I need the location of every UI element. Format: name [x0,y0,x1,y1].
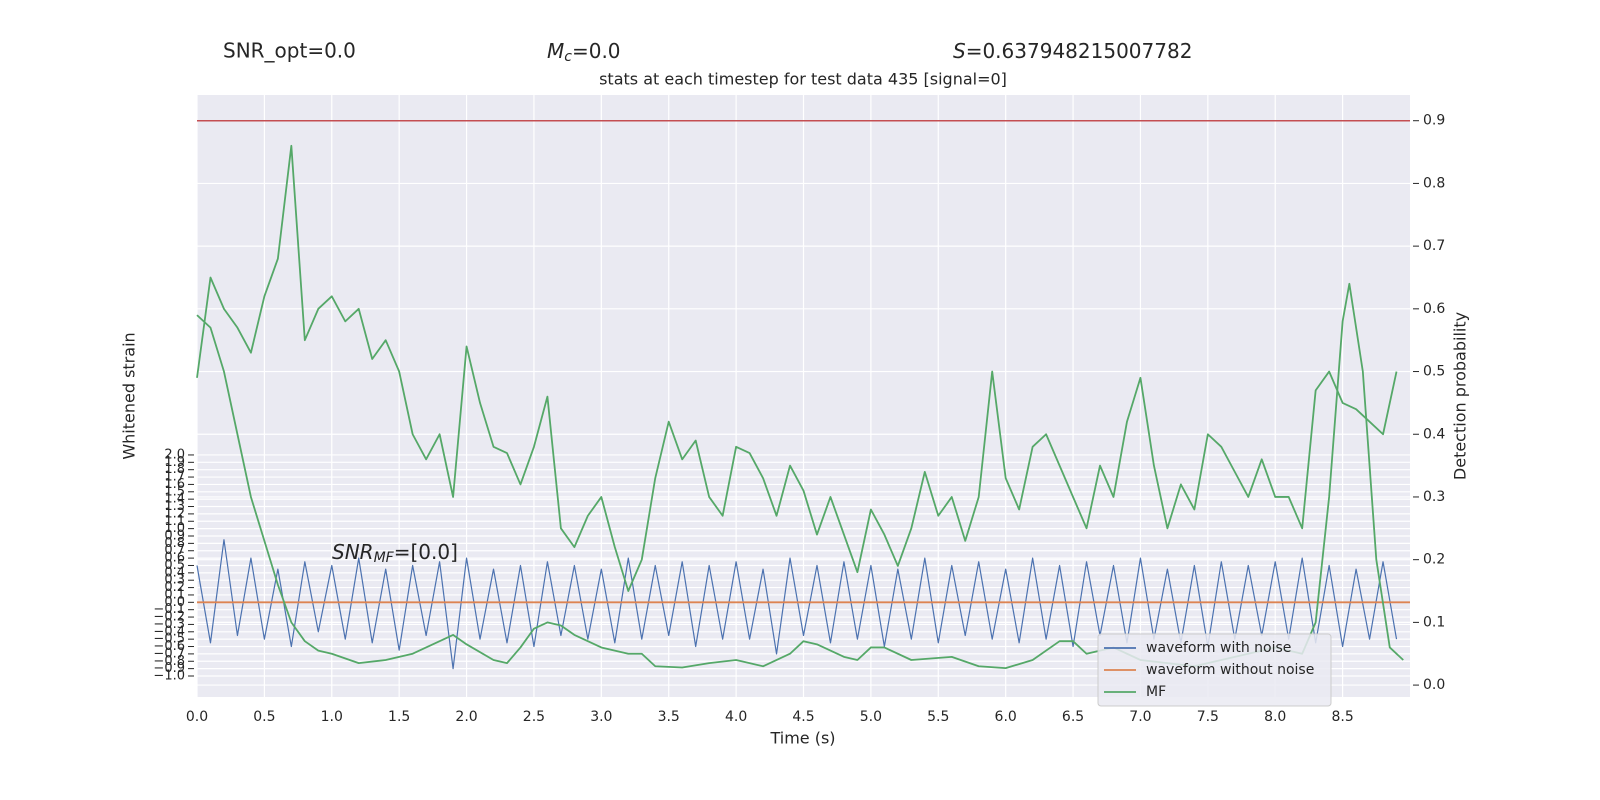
y-tick-label: 0.2 [164,580,185,595]
legend-label: waveform without noise [1146,662,1314,678]
x-tick-label: 6.0 [995,709,1017,725]
x-tick-label: 3.5 [658,709,680,725]
snr-opt: SNR_opt=0.0 [223,39,356,63]
x-tick-label: 0.0 [186,709,208,725]
y-axis-label: Whitened strain [120,332,139,459]
annotation-symbol: SNR [332,540,374,564]
chart-title: stats at each timestep for test data 435… [599,70,1007,89]
y2-tick-label: 0.3 [1423,489,1445,505]
y-tick-label: −0.8 [153,654,185,669]
y-tick-label: 0.4 [164,565,185,580]
y-tick-label: 1.4 [164,492,185,507]
y-tick-label: −0.7 [153,646,185,661]
x-tick-label: 2.0 [455,709,477,725]
y-tick-label: 1.3 [164,499,185,514]
chirp-mass: Mc=0.0 [547,39,621,66]
y-tick-label: 0.8 [164,536,185,551]
x-tick-label: 7.5 [1197,709,1219,725]
y-tick-label: 1.9 [164,455,185,470]
y-tick-label: 0.3 [164,573,185,588]
y-tick-label: −0.4 [153,624,185,639]
y-tick-label: 0.0 [164,595,185,610]
y-tick-label: 0.7 [164,543,185,558]
score-symbol: S [953,39,966,63]
y2-tick-label: 0.2 [1423,552,1445,568]
legend-label: waveform with noise [1146,640,1291,656]
x-tick-label: 4.5 [792,709,814,725]
y2-tick-label: 0.5 [1423,364,1445,380]
y2-tick-label: 0.9 [1423,113,1445,129]
annotation-text: =[0.0] [394,540,458,564]
annotation: SNRMF=[0.0] [332,540,458,567]
y2-axis-label: Detection probability [1451,312,1470,480]
legend-label: MF [1146,684,1166,700]
chirp-mass-symbol: M [547,39,564,63]
x-tick-label: 5.5 [927,709,949,725]
x-tick-label: 1.0 [321,709,343,725]
y-tick-label: 1.2 [164,506,185,521]
y-tick-label: 2.0 [164,447,185,462]
y-tick-label: 1.8 [164,462,185,477]
y2-tick-label: 0.0 [1423,677,1445,693]
y-tick-label: −0.6 [153,639,185,654]
y-tick-label: −1.0 [153,669,185,684]
x-tick-label: 2.5 [523,709,545,725]
x-axis-label: Time (s) [769,729,835,748]
y2-tick-label: 0.1 [1423,614,1445,630]
detection-probability-line [196,144,1398,592]
score: S=0.637948215007782 [953,39,1192,63]
y-tick-label: 1.5 [164,484,185,499]
legend-box [1097,633,1332,707]
chirp-mass-subscript: c [564,49,572,65]
x-tick-label: 6.5 [1062,709,1084,725]
plot-layer: 0.00.10.20.30.40.50.60.70.80.9−1.0−0.9−0… [153,95,1445,725]
y-tick-label: 0.5 [164,558,185,573]
y-tick-label: −0.2 [153,610,185,625]
y-tick-label: 0.6 [164,551,185,566]
y-tick-label: 1.1 [164,514,185,529]
x-tick-label: 8.0 [1264,709,1286,725]
series-line [196,539,1398,670]
score-text: =0.637948215007782 [966,39,1193,63]
y2-tick-label: 0.7 [1423,238,1445,254]
x-tick-label: 1.5 [388,709,410,725]
y2-tick-label: 0.6 [1423,301,1445,317]
x-tick-label: 4.0 [725,709,747,725]
y2-tick-label: 0.8 [1423,175,1445,191]
y-tick-label: 1.6 [164,477,185,492]
y-tick-label: 0.9 [164,529,185,544]
y-tick-label: 1.7 [164,470,185,485]
x-tick-label: 8.5 [1331,709,1353,725]
x-tick-label: 5.0 [860,709,882,725]
y-tick-label: 0.1 [164,587,185,602]
y-tick-label: −0.5 [153,632,185,647]
y-tick-label: −0.1 [153,602,185,617]
x-tick-label: 3.0 [590,709,612,725]
y-tick-label: −0.3 [153,617,185,632]
chirp-mass-text: =0.0 [572,39,621,63]
y-tick-label: 1.0 [164,521,185,536]
annotation-subscript: MF [374,550,395,566]
x-tick-label: 7.0 [1129,709,1151,725]
x-tick-label: 0.5 [253,709,275,725]
y2-tick-label: 0.4 [1423,426,1445,442]
y-tick-label: −0.9 [153,661,185,676]
